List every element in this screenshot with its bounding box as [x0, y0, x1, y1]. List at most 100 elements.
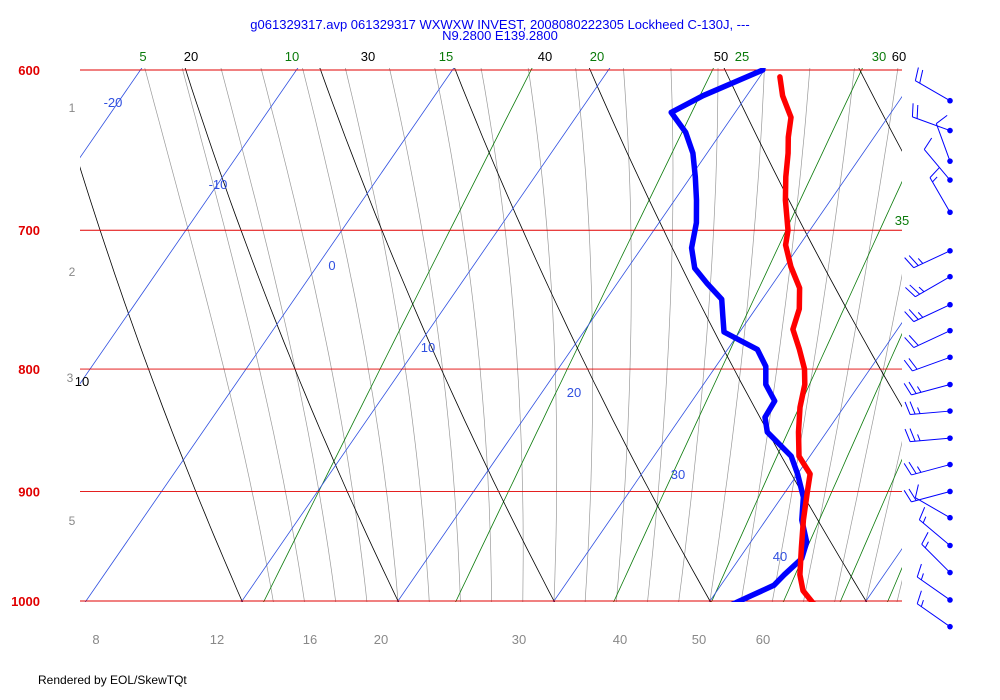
wind-barb-feather	[923, 137, 933, 150]
wind-barb-feather	[911, 103, 914, 117]
mixing-ratio-label: 35	[895, 213, 909, 228]
mixing-ratio-label: 20	[590, 49, 604, 64]
wind-barb	[904, 327, 953, 349]
wind-barb-feather	[921, 532, 929, 545]
wind-barb-feather	[903, 490, 912, 503]
wind-barb-half-feather	[916, 386, 922, 393]
moist-adiabat-line	[220, 68, 337, 602]
wind-barb-staff	[910, 437, 951, 443]
x-axis-tick-label: 20	[374, 632, 388, 647]
isotherm-label: 20	[567, 385, 581, 400]
mixing-ratio-line	[455, 68, 714, 602]
moist-adiabat-line	[647, 68, 674, 602]
moist-adiabat-line	[771, 68, 855, 602]
mixing-ratio-line	[907, 0, 1000, 652]
pressure-label: 800	[18, 362, 40, 377]
wind-barb-half-feather	[917, 407, 921, 414]
wind-barb	[916, 563, 953, 603]
wind-barb	[903, 354, 953, 372]
x-axis-tick-label: 12	[210, 632, 224, 647]
isotherm-line	[0, 0, 34, 652]
x-axis-tick-label: 16	[303, 632, 317, 647]
x-axis-tick-label: 50	[692, 632, 706, 647]
wind-barb-feather	[903, 463, 912, 476]
isotherm-label: 30	[671, 467, 685, 482]
isotherm-label: 0	[328, 258, 335, 273]
wind-barbs	[903, 67, 953, 630]
wind-barb-feather	[903, 383, 912, 396]
wind-barb-half-feather	[920, 573, 924, 581]
wind-barb-staff	[929, 177, 951, 213]
wind-barb-staff	[913, 304, 951, 323]
dry-adiabat-label: 30	[361, 49, 375, 64]
wind-barb	[904, 401, 953, 416]
isotherm-line	[84, 68, 455, 602]
wind-barb-feather	[918, 507, 926, 520]
wind-barb	[903, 488, 953, 503]
wind-barb-feather	[916, 590, 922, 604]
footer-credit: Rendered by EOL/SkewTQt	[38, 673, 187, 687]
mixing-ratio-line	[782, 332, 902, 602]
mixing-ratio-line	[263, 68, 533, 602]
dry-adiabat-line	[588, 68, 868, 602]
dry-adiabat-line	[80, 166, 243, 602]
wind-barb	[923, 137, 953, 183]
wind-barb-station-dot	[947, 209, 953, 216]
wind-barb-half-feather	[932, 176, 938, 183]
wind-barb	[921, 532, 953, 576]
chart-title: g061329317.avp 061329317 WXWXW INVEST, 2…	[250, 17, 750, 32]
dry-adiabat-label: 50	[714, 49, 728, 64]
chart-subtitle-location: N9.2800 E139.2800	[442, 28, 558, 43]
wind-barb-feather	[908, 335, 919, 346]
wind-barb-station-dot	[947, 542, 953, 549]
wind-barb	[914, 484, 953, 521]
pressure-label: 600	[18, 63, 40, 78]
wind-barb-feather	[916, 104, 919, 119]
isotherm-label: 40	[773, 549, 787, 564]
wind-barb-feather	[904, 337, 915, 348]
wind-barb-staff	[923, 149, 951, 181]
moist-adiabat-line	[834, 273, 902, 602]
isotherm-label: -20	[104, 95, 123, 110]
moist-adiabat-line	[344, 68, 430, 602]
wind-barb-feather	[919, 69, 924, 84]
isotherm-line	[80, 68, 143, 159]
pressure-label: 900	[18, 484, 40, 499]
mixing-ratio-line	[613, 68, 863, 602]
isotherm-line	[396, 68, 767, 602]
background-lines	[0, 0, 1000, 652]
wind-barb-station-dot	[947, 435, 953, 441]
x-axis-tick-label: 30	[512, 632, 526, 647]
wind-barb-station-dot	[947, 327, 953, 334]
wind-barb-feather	[916, 563, 922, 578]
wind-barb-feather	[914, 67, 919, 81]
wind-barb	[929, 167, 953, 216]
isotherm-line	[987, 0, 1000, 652]
dry-adiabat-line	[957, 0, 1000, 652]
wind-barb	[904, 428, 953, 443]
moist-adiabat-line	[740, 68, 811, 602]
wind-barb-half-feather	[920, 599, 924, 607]
wind-barb-feather	[909, 284, 921, 295]
dry-adiabat-label: 40	[538, 49, 552, 64]
wind-barb-station-dot	[947, 248, 953, 254]
sounding-profiles	[668, 68, 816, 602]
wind-barb-station-dot	[947, 569, 953, 576]
wind-barb-station-dot	[947, 597, 953, 603]
wind-barb-feather	[908, 381, 917, 394]
moist-adiabat-line	[709, 68, 765, 602]
x-axis-tick-label: 60	[756, 632, 770, 647]
wind-barb-half-feather	[917, 258, 924, 264]
isotherm-line	[708, 322, 902, 602]
wind-barb-station-dot	[947, 301, 953, 308]
height-label: 3	[67, 371, 74, 385]
wind-barb-station-dot	[947, 97, 953, 104]
wind-barb-feather	[909, 401, 916, 415]
wind-barb	[904, 248, 953, 269]
wind-barb-staff	[915, 276, 951, 298]
wind-barb	[935, 114, 953, 164]
wind-barb-feather	[904, 428, 911, 442]
wind-barb	[903, 461, 953, 476]
mixing-ratio-line	[839, 458, 902, 602]
height-label: 1	[69, 101, 76, 115]
